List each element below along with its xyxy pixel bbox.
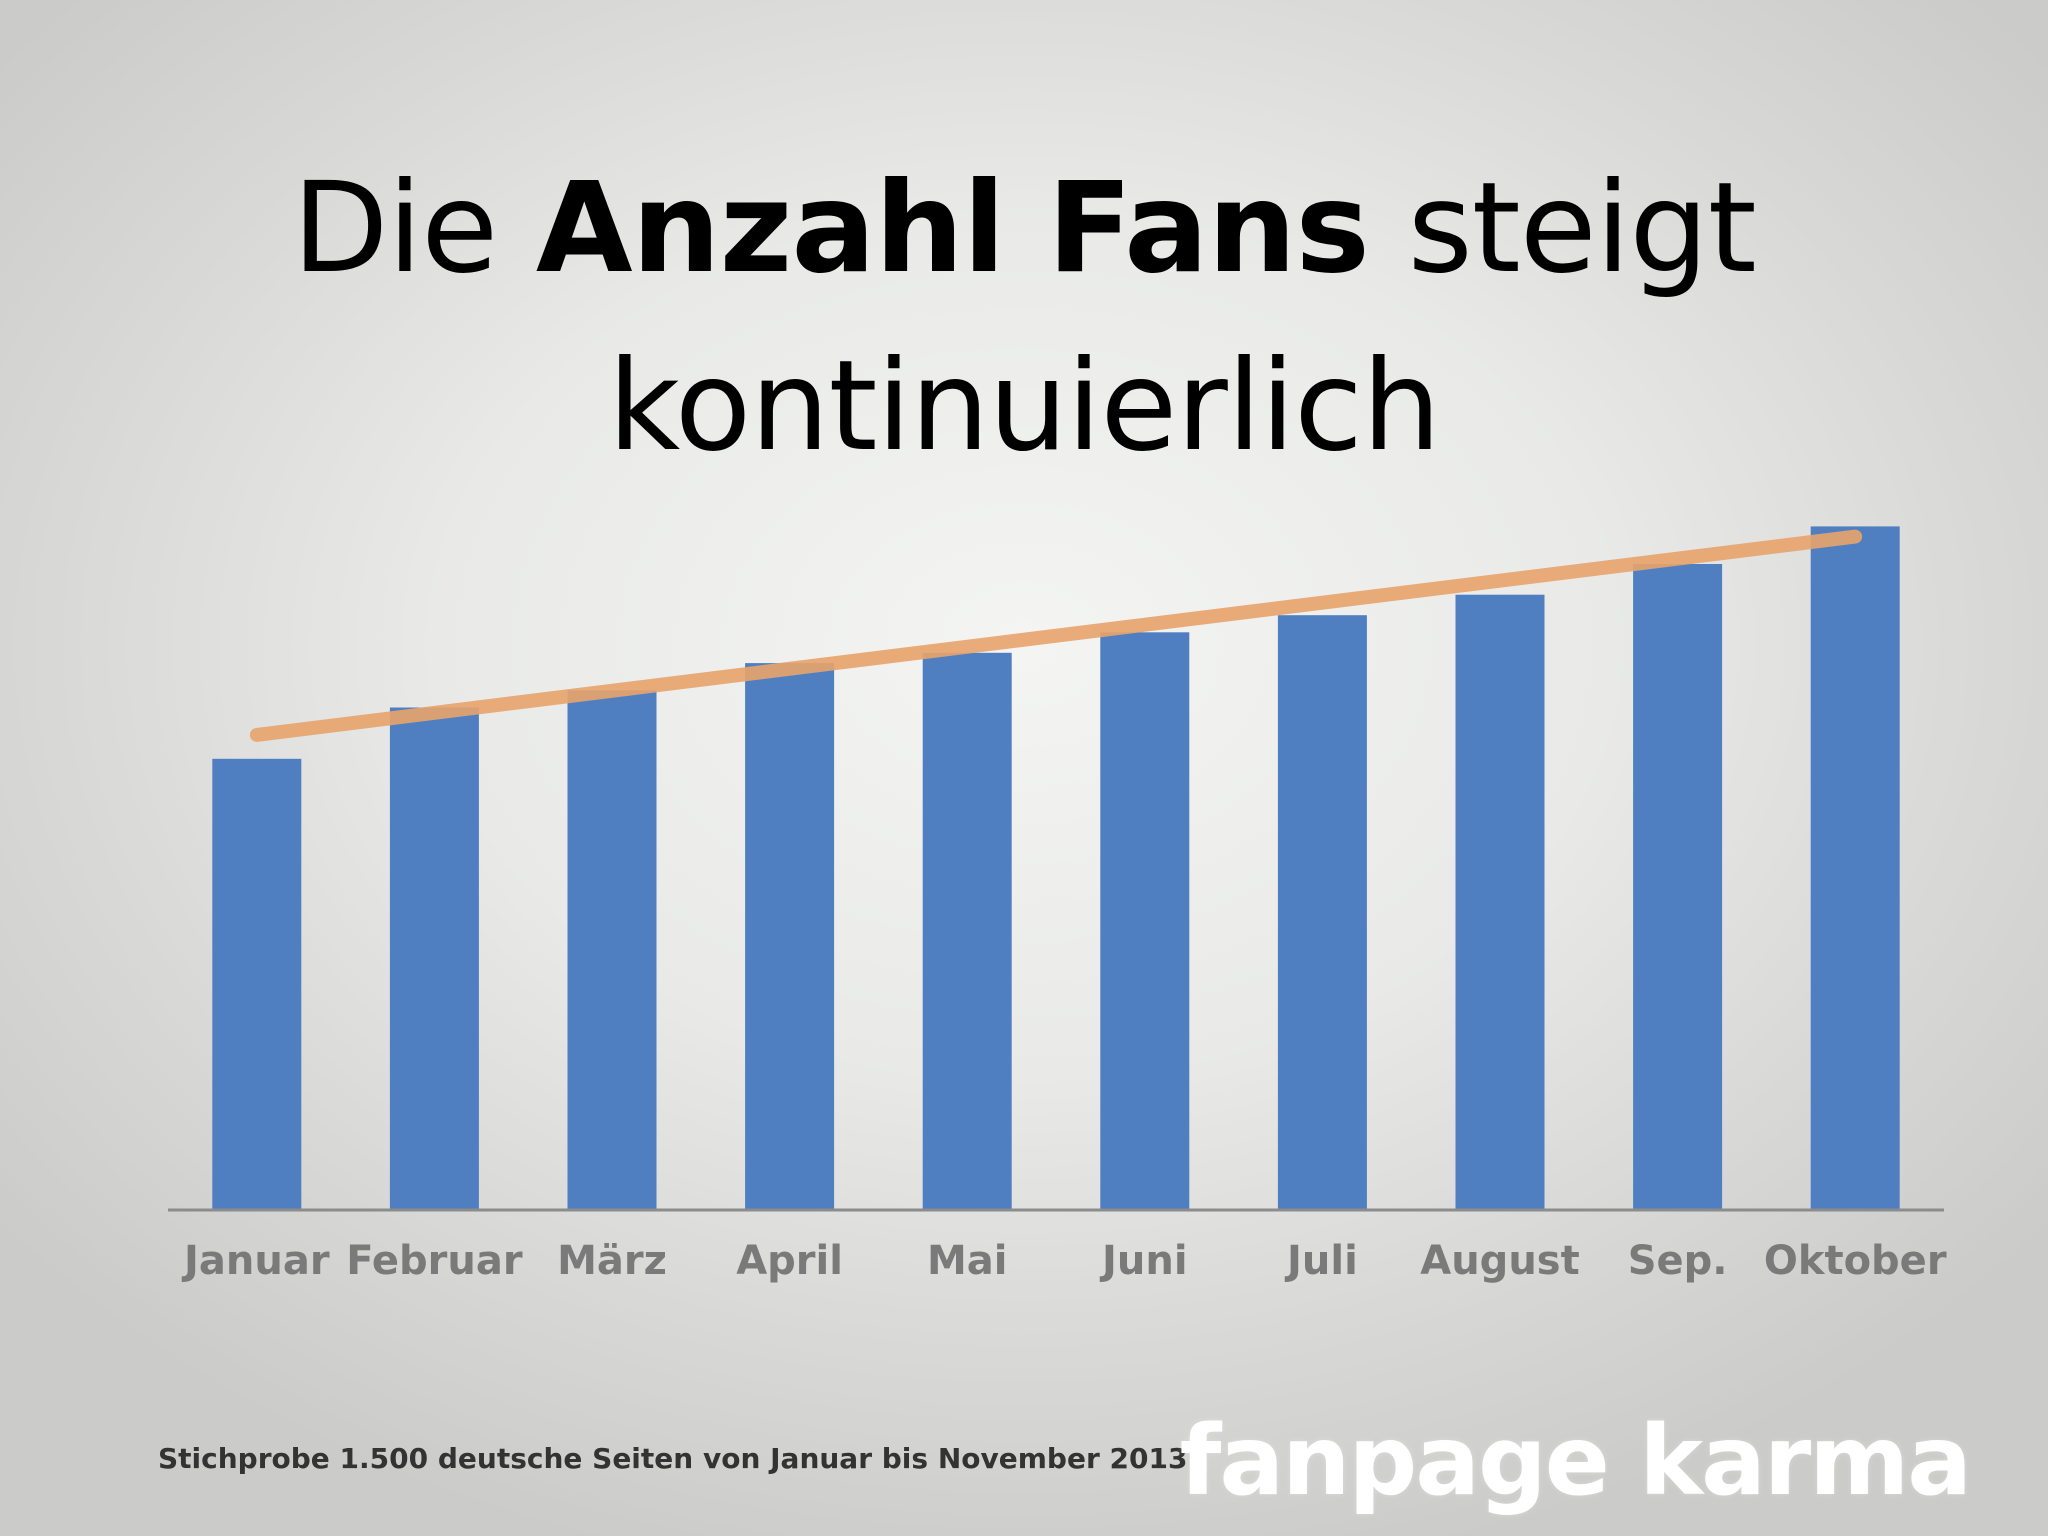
x-tick-label: Januar bbox=[181, 1238, 330, 1284]
x-tick-label: Sep. bbox=[1628, 1238, 1728, 1284]
footnote: Stichprobe 1.500 deutsche Seiten von Jan… bbox=[158, 1442, 1188, 1475]
title-line2: kontinuierlich bbox=[607, 334, 1441, 479]
title-part1: Die bbox=[292, 156, 536, 301]
bar-8 bbox=[1455, 594, 1545, 1210]
x-tick-label: August bbox=[1420, 1238, 1579, 1284]
trendline bbox=[249, 529, 1863, 742]
bar-9 bbox=[1633, 564, 1723, 1210]
brand-logo: fanpage karma bbox=[1179, 1405, 1972, 1517]
x-tick-label: Februar bbox=[346, 1238, 523, 1284]
bar-10 bbox=[1810, 526, 1900, 1210]
title-bold: Anzahl Fans bbox=[535, 156, 1370, 301]
bar-5 bbox=[922, 652, 1012, 1210]
x-tick-label: März bbox=[557, 1238, 667, 1284]
bar-2 bbox=[389, 707, 479, 1210]
x-tick-label: Oktober bbox=[1764, 1238, 1947, 1284]
x-tick-label: Juni bbox=[1099, 1238, 1188, 1284]
x-tick-label: April bbox=[736, 1238, 843, 1284]
bar-7 bbox=[1277, 615, 1367, 1210]
bars-group bbox=[212, 526, 1900, 1210]
bar-6 bbox=[1100, 632, 1190, 1210]
title-part2: steigt bbox=[1368, 156, 1757, 301]
bar-3 bbox=[567, 690, 657, 1210]
x-tick-labels: Januar Februar März April Mai Juni Juli August S… bbox=[181, 1238, 1947, 1284]
x-tick-label: Mai bbox=[927, 1238, 1008, 1284]
trendline-group bbox=[249, 529, 1863, 742]
x-tick-label: Juli bbox=[1284, 1238, 1358, 1284]
bar-4 bbox=[745, 663, 835, 1210]
slide-title: Die Anzahl Fans steigt kontinuierlich bbox=[0, 140, 2048, 496]
bar-1 bbox=[212, 758, 302, 1210]
